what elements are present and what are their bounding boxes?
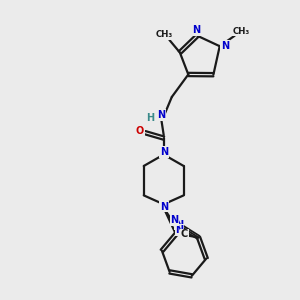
Text: N: N — [157, 110, 165, 120]
Text: N: N — [175, 225, 184, 235]
Text: N: N — [160, 202, 168, 212]
Text: C: C — [181, 229, 188, 239]
Text: N: N — [193, 25, 201, 35]
Text: CH₃: CH₃ — [233, 27, 250, 36]
Text: N: N — [160, 147, 168, 157]
Text: O: O — [136, 126, 144, 136]
Text: N: N — [221, 40, 229, 51]
Text: N: N — [170, 215, 178, 225]
Text: N: N — [175, 220, 183, 230]
Text: H: H — [146, 113, 154, 123]
Text: CH₃: CH₃ — [155, 30, 172, 39]
